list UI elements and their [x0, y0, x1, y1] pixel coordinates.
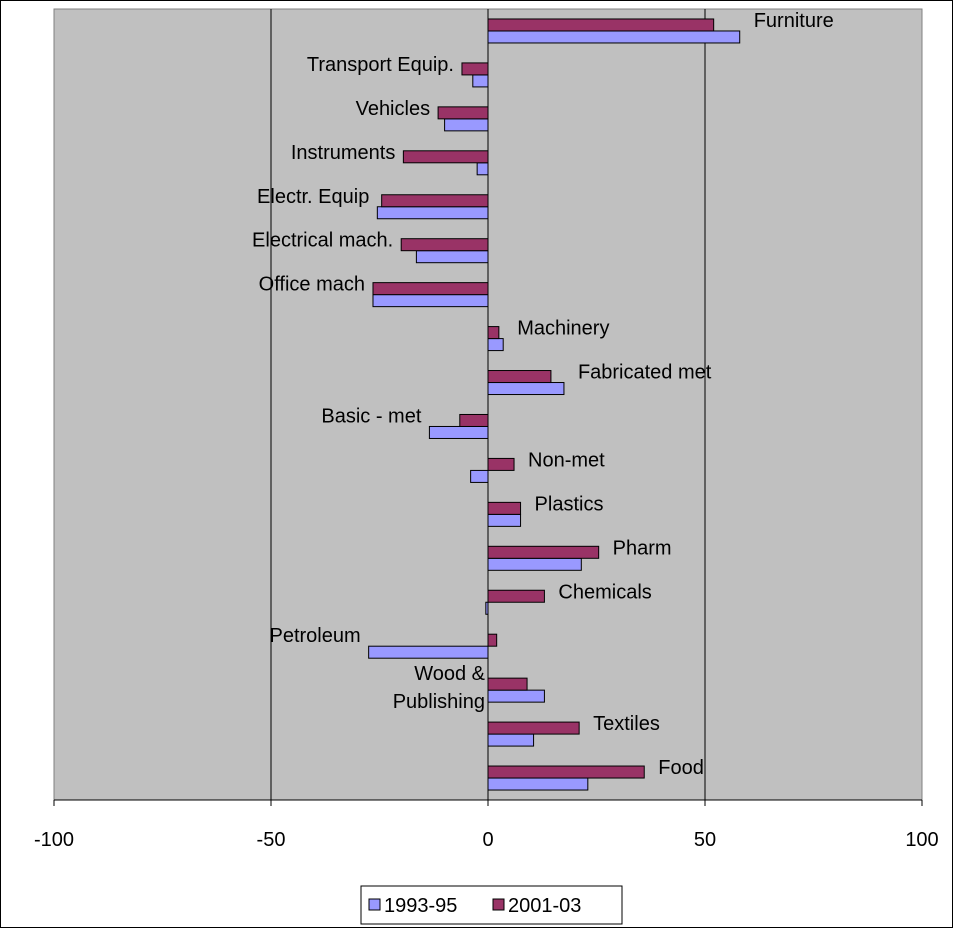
bar-wood-publishing-1993-95	[487, 689, 545, 703]
bar-petroleum-1993-95	[368, 645, 489, 659]
category-label-office-mach: Office mach	[259, 274, 365, 296]
bar-textiles-1993-95	[487, 733, 535, 747]
bar-basic-met-2001-03	[459, 413, 489, 427]
bar-furniture-2001-03	[487, 18, 715, 32]
category-label-wood-publishing: Wood & Publishing	[393, 663, 486, 713]
bar-fabricated-met-2001-03	[487, 370, 552, 384]
category-label-machinery: Machinery	[517, 318, 609, 340]
bar-office-mach-2001-03	[372, 282, 489, 296]
bar-machinery-1993-95	[487, 338, 504, 352]
bar-instruments-2001-03	[402, 150, 489, 164]
bar-chemicals-2001-03	[487, 589, 545, 603]
bar-pharm-2001-03	[487, 545, 600, 559]
x-tick-label: -100	[34, 829, 74, 851]
category-label-chemicals: Chemicals	[558, 581, 651, 603]
bar-electr-equip-1993-95	[376, 206, 489, 220]
x-tick-label: 100	[905, 829, 938, 851]
bar-transport-equip-2001-03	[461, 62, 489, 76]
bar-plastics-1993-95	[487, 513, 522, 527]
bar-food-2001-03	[487, 765, 645, 779]
x-tick-label: 0	[482, 829, 493, 851]
legend-label-2001-03: 2001-03	[508, 895, 581, 917]
bar-pharm-1993-95	[487, 557, 582, 571]
bar-transport-equip-1993-95	[472, 74, 489, 88]
gridlines	[270, 9, 706, 800]
bar-plastics-2001-03	[487, 501, 522, 515]
category-label-instruments: Instruments	[291, 142, 395, 164]
category-label-plastics: Plastics	[535, 493, 604, 515]
bar-instruments-1993-95	[476, 162, 489, 176]
bar-wood-publishing-2001-03	[487, 677, 528, 691]
bar-electr-equip-2001-03	[381, 194, 489, 208]
category-label-fabricated-met: Fabricated met	[578, 362, 712, 384]
bars	[368, 18, 741, 791]
category-label-basic-met: Basic - met	[321, 405, 421, 427]
category-label-electr-equip: Electr. Equip	[257, 186, 369, 208]
legend: 1993-95 2001-03	[360, 885, 623, 925]
bar-chemicals-1993-95	[485, 601, 489, 615]
category-label-vehicles: Vehicles	[356, 98, 431, 120]
bar-textiles-2001-03	[487, 721, 580, 735]
bar-electrical-mach-1993-95	[415, 250, 489, 264]
category-label-transport-equip: Transport Equip.	[307, 54, 454, 76]
category-label-electrical-mach: Electrical mach.	[252, 230, 393, 252]
bar-non-met-1993-95	[470, 469, 489, 483]
bar-machinery-2001-03	[487, 326, 500, 340]
category-label-textiles: Textiles	[593, 713, 660, 735]
bar-basic-met-1993-95	[428, 425, 489, 439]
bar-non-met-2001-03	[487, 457, 515, 471]
x-tick-label: 50	[694, 829, 716, 851]
legend-swatch-1993-95	[368, 898, 381, 911]
bar-petroleum-2001-03	[487, 633, 498, 647]
bar-vehicles-1993-95	[444, 118, 489, 132]
legend-box	[360, 885, 623, 925]
category-label-furniture: Furniture	[754, 10, 834, 32]
x-tick-label: -50	[257, 829, 286, 851]
category-labels: Food Textiles Wood & Publishing Petroleum Che…	[252, 10, 834, 779]
legend-label-1993-95: 1993-95	[384, 895, 457, 917]
bar-furniture-1993-95	[487, 30, 741, 44]
x-axis: -100 -50 0 50 100	[34, 799, 939, 851]
bar-vehicles-2001-03	[437, 106, 489, 120]
bar-office-mach-1993-95	[372, 294, 489, 308]
category-label-petroleum: Petroleum	[269, 625, 360, 647]
category-label-food: Food	[658, 757, 704, 779]
bar-food-1993-95	[487, 777, 589, 791]
bar-fabricated-met-1993-95	[487, 382, 565, 396]
category-label-non-met: Non-met	[528, 449, 605, 471]
legend-swatch-2001-03	[492, 898, 505, 911]
category-label-pharm: Pharm	[613, 537, 672, 559]
bar-electrical-mach-2001-03	[400, 238, 489, 252]
